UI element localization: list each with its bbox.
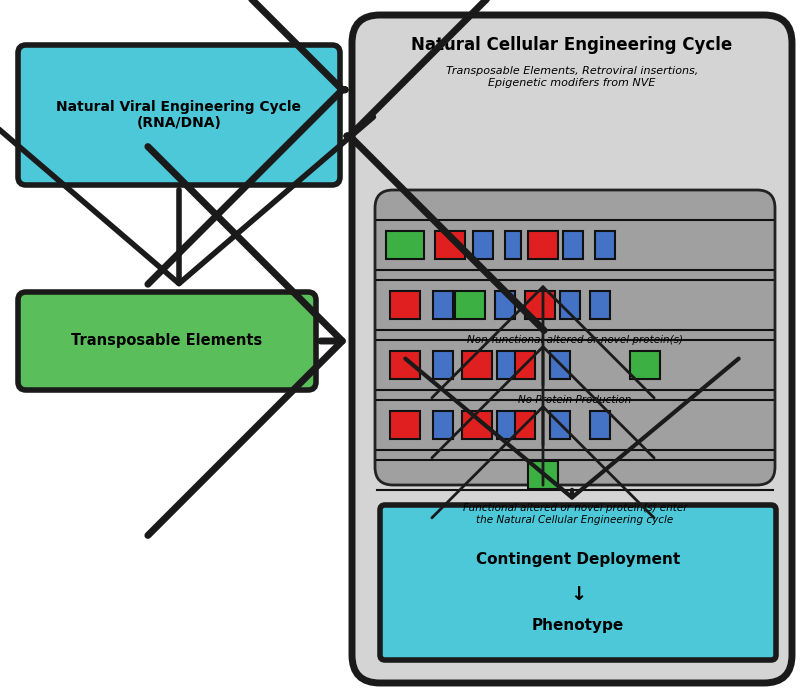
- Bar: [433, 411, 453, 439]
- Bar: [390, 351, 420, 379]
- Bar: [515, 351, 535, 379]
- Bar: [462, 411, 492, 439]
- FancyBboxPatch shape: [352, 15, 792, 683]
- Text: No Protein Production: No Protein Production: [518, 395, 632, 405]
- Bar: [563, 231, 583, 259]
- Bar: [433, 351, 453, 379]
- FancyBboxPatch shape: [380, 505, 776, 660]
- Bar: [495, 291, 515, 319]
- Bar: [560, 291, 580, 319]
- Text: ↓: ↓: [570, 585, 586, 605]
- Bar: [550, 411, 570, 439]
- Text: Non-functional altered or novel protein(s): Non-functional altered or novel protein(…: [467, 335, 683, 345]
- Bar: [386, 231, 424, 259]
- FancyBboxPatch shape: [375, 190, 775, 485]
- Bar: [528, 231, 558, 259]
- Bar: [590, 291, 610, 319]
- Bar: [455, 291, 485, 319]
- Text: Phenotype: Phenotype: [532, 619, 624, 633]
- Bar: [390, 411, 420, 439]
- Bar: [433, 291, 453, 319]
- Text: Transposable Elements: Transposable Elements: [71, 334, 262, 348]
- Bar: [528, 461, 558, 489]
- Text: Functional altered or novel protein(s) enter
the Natural Cellular Engineering cy: Functional altered or novel protein(s) e…: [462, 503, 687, 525]
- Bar: [497, 351, 517, 379]
- Bar: [515, 411, 535, 439]
- Bar: [505, 231, 521, 259]
- Bar: [462, 351, 492, 379]
- Text: Transposable Elements, Retroviral insertions,
Epigenetic modifers from NVE: Transposable Elements, Retroviral insert…: [446, 66, 698, 88]
- Bar: [525, 291, 555, 319]
- Bar: [630, 351, 660, 379]
- Bar: [550, 351, 570, 379]
- Text: Contingent Deployment: Contingent Deployment: [476, 552, 680, 566]
- FancyBboxPatch shape: [18, 292, 316, 390]
- Text: Natural Viral Engineering Cycle
(RNA/DNA): Natural Viral Engineering Cycle (RNA/DNA…: [57, 100, 302, 130]
- Bar: [390, 291, 420, 319]
- FancyBboxPatch shape: [18, 45, 340, 185]
- Text: Natural Cellular Engineering Cycle: Natural Cellular Engineering Cycle: [411, 36, 733, 54]
- Bar: [590, 411, 610, 439]
- Bar: [473, 231, 493, 259]
- Bar: [497, 411, 517, 439]
- Bar: [435, 231, 465, 259]
- Bar: [595, 231, 615, 259]
